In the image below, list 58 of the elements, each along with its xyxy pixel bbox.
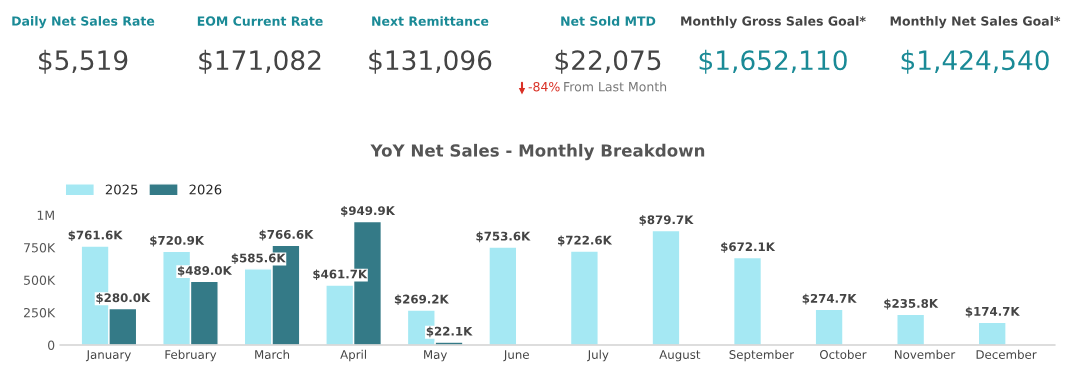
data-label: $22.1K xyxy=(426,326,473,338)
text: Next Remittance xyxy=(372,16,489,26)
bar xyxy=(732,256,763,345)
data-label: $753.6K xyxy=(476,231,531,243)
text: Daily Net Sales Rate xyxy=(12,16,155,29)
bar xyxy=(488,246,518,345)
x-tick-label: December xyxy=(976,349,1037,359)
y-tick-label: 500K xyxy=(24,275,56,285)
data-label: $720.9K xyxy=(150,235,205,247)
x-tick-label: November xyxy=(894,349,956,359)
bar xyxy=(814,308,844,345)
x-tick-label: May xyxy=(424,350,448,362)
data-label: $280.0K xyxy=(96,293,151,304)
text: Net Sold MTD xyxy=(561,16,656,26)
bar xyxy=(977,321,1007,345)
bar xyxy=(896,313,926,345)
data-label: $949.9K xyxy=(341,205,396,217)
data-label: $269.2K xyxy=(394,294,450,306)
data-label: $761.6K xyxy=(68,230,123,242)
x-tick-label: September xyxy=(729,349,795,362)
bar xyxy=(569,250,599,345)
x-tick-label: June xyxy=(503,350,529,362)
data-label: $672.1K xyxy=(721,242,776,253)
bar xyxy=(651,229,681,345)
text: Monthly Gross Sales Goal* xyxy=(681,16,866,29)
text: Monthly Net Sales Goal* xyxy=(890,16,1061,29)
y-tick-label: 250K xyxy=(24,307,56,318)
text: From Last Month xyxy=(564,81,667,92)
x-tick-label: March xyxy=(255,349,290,359)
text: $131,096 xyxy=(369,49,492,74)
text: -84% xyxy=(528,81,560,92)
data-label: $879.7K xyxy=(639,215,694,226)
text: EOM Current Rate xyxy=(197,16,323,26)
x-tick-label: August xyxy=(659,350,701,362)
data-label: $489.0K xyxy=(177,265,233,277)
y-tick-label: 0 xyxy=(48,340,55,350)
text: $1,652,110 xyxy=(699,49,847,74)
data-label: $235.8K xyxy=(884,298,939,310)
chart-title: YoY Net Sales - Monthly Breakdown xyxy=(370,143,705,161)
text: $171,082 xyxy=(199,49,321,74)
x-tick-label: January xyxy=(85,350,131,362)
legend-label: 2025 xyxy=(105,184,138,195)
text: $5,519 xyxy=(39,49,128,74)
data-label: $585.6K xyxy=(231,253,286,264)
x-tick-label: July xyxy=(587,349,609,362)
y-tick-label: 1M xyxy=(37,210,54,220)
data-label: $722.6K xyxy=(557,235,613,247)
text: $1,424,540 xyxy=(901,49,1049,74)
legend-label: 2026 xyxy=(189,184,222,195)
x-tick-label: February xyxy=(165,349,217,362)
x-tick-label: April xyxy=(340,349,366,362)
data-label: $766.6K xyxy=(259,229,314,241)
text: $22,075 xyxy=(555,49,661,74)
y-tick-label: 750K xyxy=(24,242,56,253)
data-label: $174.7K xyxy=(965,306,1020,318)
data-label: $274.7K xyxy=(802,293,857,305)
data-label: $461.7K xyxy=(313,269,368,281)
x-tick-label: October xyxy=(819,349,867,359)
